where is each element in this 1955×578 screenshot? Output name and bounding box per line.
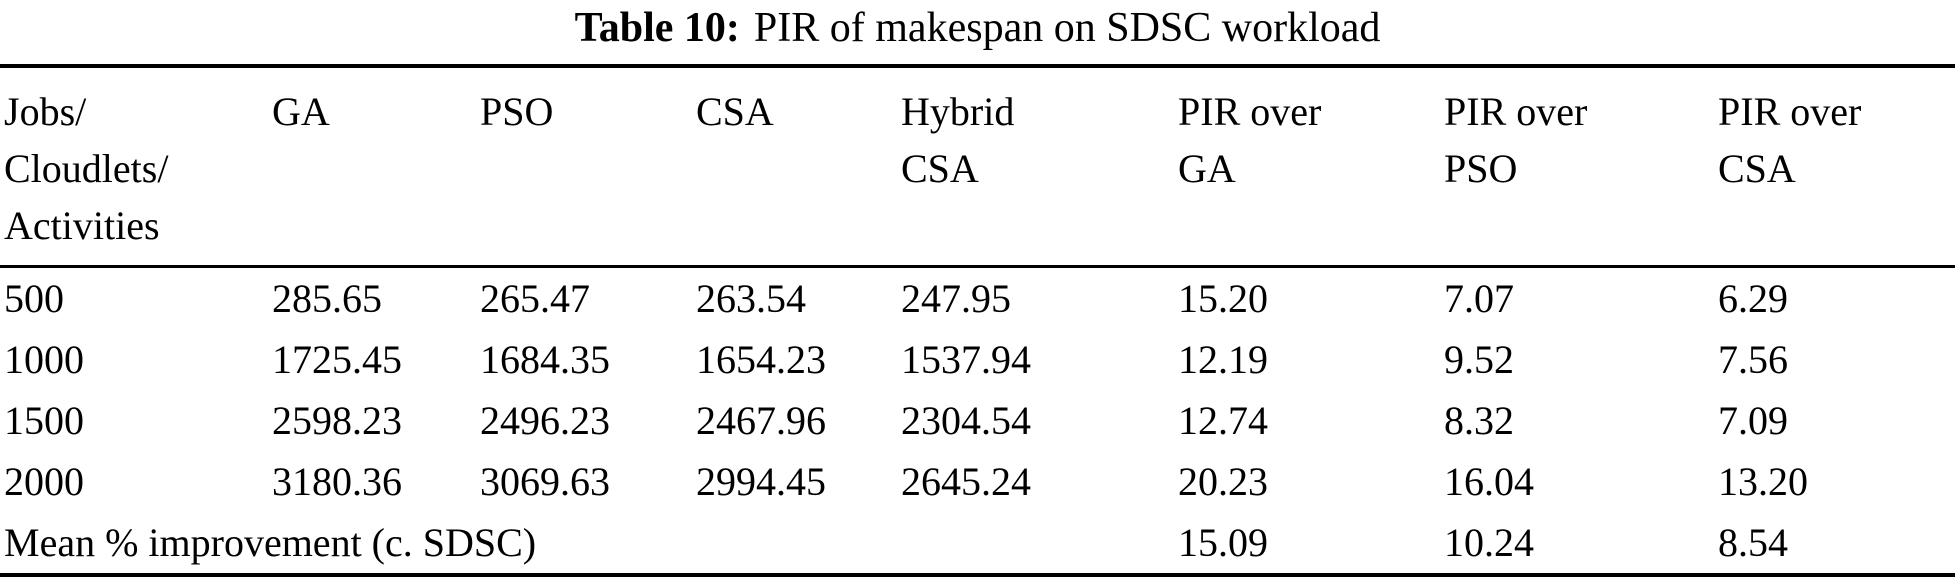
cell-csa: 1654.23 — [696, 336, 826, 382]
cell-jobs: 1500 — [4, 397, 84, 443]
table-caption-label: Table 10: — [574, 5, 740, 51]
column-header-pso: PSO — [480, 66, 696, 268]
column-header-jobs: Jobs/ Cloudlets/ Activities — [0, 66, 272, 268]
column-header-pir-over-csa: PIR over CSA — [1718, 66, 1955, 268]
table-row: 2000 3180.36 3069.63 2994.45 2645.24 20.… — [0, 451, 1955, 512]
cell-pir-pso: 7.07 — [1444, 275, 1514, 321]
cell-csa: 2467.96 — [696, 397, 826, 443]
cell-csa: 263.54 — [696, 275, 806, 321]
footer-pir-csa: 8.54 — [1718, 519, 1788, 565]
column-header-csa: CSA — [696, 66, 901, 268]
cell-pso: 2496.23 — [480, 397, 610, 443]
cell-jobs: 500 — [4, 275, 64, 321]
column-header-ga: GA — [272, 66, 480, 268]
cell-pir-pso: 16.04 — [1444, 458, 1534, 504]
cell-jobs: 2000 — [4, 458, 84, 504]
cell-hybrid-csa: 1537.94 — [901, 336, 1031, 382]
cell-pir-csa: 7.09 — [1718, 397, 1788, 443]
cell-pir-ga: 15.20 — [1178, 275, 1268, 321]
cell-pir-pso: 8.32 — [1444, 397, 1514, 443]
cell-ga: 2598.23 — [272, 397, 402, 443]
cell-pso: 3069.63 — [480, 458, 610, 504]
cell-pso: 265.47 — [480, 275, 590, 321]
cell-pir-ga: 12.74 — [1178, 397, 1268, 443]
cell-pir-csa: 13.20 — [1718, 458, 1808, 504]
cell-ga: 1725.45 — [272, 336, 402, 382]
footer-pir-pso: 10.24 — [1444, 519, 1534, 565]
table-caption: Table 10: PIR of makespan on SDSC workloa… — [0, 0, 1955, 52]
cell-pir-csa: 7.56 — [1718, 336, 1788, 382]
cell-pir-csa: 6.29 — [1718, 275, 1788, 321]
cell-pso: 1684.35 — [480, 336, 610, 382]
table-row: 1000 1725.45 1684.35 1654.23 1537.94 12.… — [0, 329, 1955, 390]
results-table: Jobs/ Cloudlets/ Activities GA PSO CSA H… — [0, 64, 1955, 577]
cell-csa: 2994.45 — [696, 458, 826, 504]
table-caption-text: PIR of makespan on SDSC workload — [753, 5, 1381, 51]
footer-label: Mean % improvement (c. SDSC) — [4, 519, 537, 565]
cell-hybrid-csa: 2304.54 — [901, 397, 1031, 443]
column-header-pir-over-pso: PIR over PSO — [1444, 66, 1718, 268]
cell-ga: 3180.36 — [272, 458, 402, 504]
cell-jobs: 1000 — [4, 336, 84, 382]
cell-ga: 285.65 — [272, 275, 382, 321]
footer-row: Mean % improvement (c. SDSC) 15.09 10.24… — [0, 512, 1955, 575]
table-row: 1500 2598.23 2496.23 2467.96 2304.54 12.… — [0, 390, 1955, 451]
table-row: 500 285.65 265.47 263.54 247.95 15.20 7.… — [0, 266, 1955, 329]
cell-pir-ga: 12.19 — [1178, 336, 1268, 382]
column-header-hybrid-csa: Hybrid CSA — [901, 66, 1178, 268]
cell-hybrid-csa: 247.95 — [901, 275, 1011, 321]
column-header-pir-over-ga: PIR over GA — [1178, 66, 1444, 268]
cell-pir-pso: 9.52 — [1444, 336, 1514, 382]
cell-pir-ga: 20.23 — [1178, 458, 1268, 504]
header-row: Jobs/ Cloudlets/ Activities GA PSO CSA H… — [0, 66, 1955, 268]
cell-hybrid-csa: 2645.24 — [901, 458, 1031, 504]
footer-pir-ga: 15.09 — [1178, 519, 1268, 565]
